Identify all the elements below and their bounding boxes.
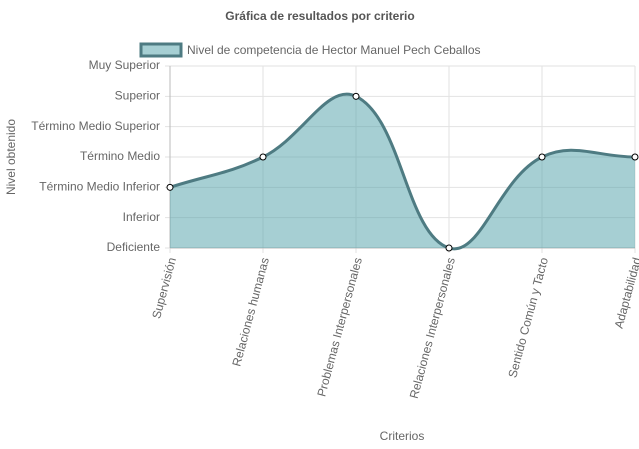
legend-label: Nivel de competencia de Hector Manuel Pe… [187, 43, 481, 57]
point [538, 153, 546, 161]
point [631, 153, 639, 161]
y-tick-label: Deficiente [107, 240, 161, 254]
y-tick-label: Término Medio [80, 149, 160, 163]
point [352, 92, 360, 100]
y-tick-label: Inferior [123, 210, 160, 224]
area [170, 94, 635, 249]
y-tick-label: Término Medio Inferior [39, 180, 160, 194]
x-tick-label: Relaciones Interpersonales [407, 256, 458, 400]
x-tick-label: Adaptabilidad [612, 256, 639, 330]
x-axis-title: Criterios [380, 429, 425, 443]
x-tick-label: Supervisión [149, 256, 179, 320]
x-tick-label: Sentido Común y Tacto [505, 256, 551, 380]
point [445, 244, 453, 252]
legend-swatch [139, 42, 183, 58]
y-tick-label: Muy Superior [89, 58, 160, 72]
x-tick-label: Relaciones humanas [229, 256, 272, 368]
point [259, 153, 267, 161]
chart-title: Gráfica de resultados por criterio [225, 9, 414, 23]
point [166, 183, 174, 191]
y-axis-title: Nivel obtenido [4, 119, 18, 195]
y-tick-label: Término Medio Superior [31, 119, 160, 133]
y-tick-label: Superior [115, 89, 160, 103]
x-tick-label: Problemas Interpersonales [314, 256, 365, 398]
